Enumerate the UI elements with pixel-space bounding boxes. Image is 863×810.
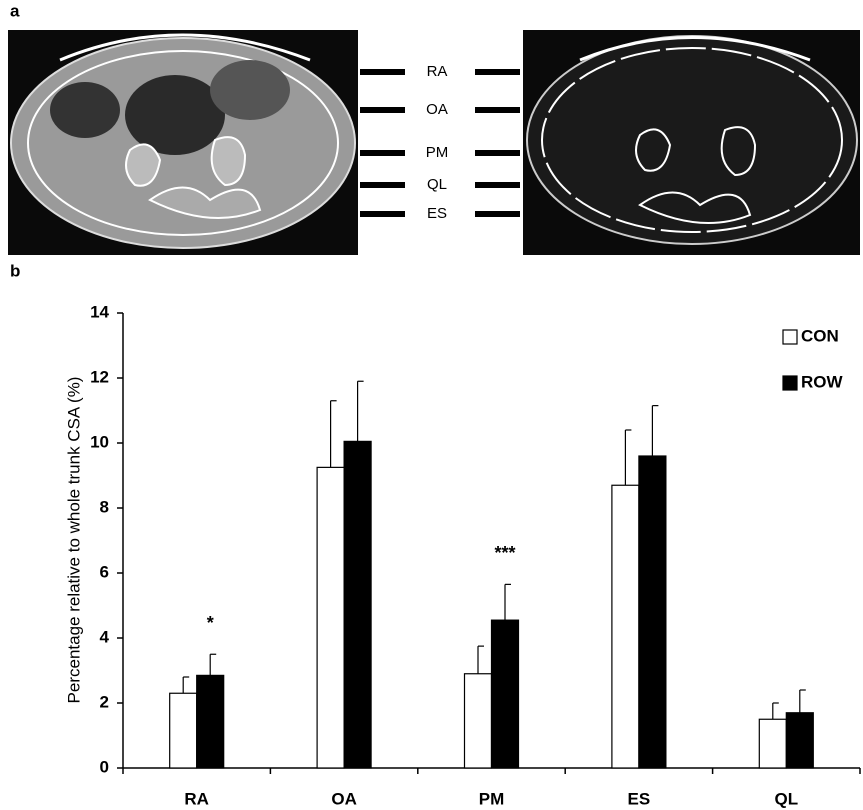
- y-tick-label: 12: [90, 367, 109, 386]
- muscle-label: QL: [427, 176, 447, 193]
- bar: [612, 485, 639, 768]
- muscle-label: ES: [427, 205, 447, 222]
- ct-image-right: [523, 30, 860, 255]
- y-tick-label: 0: [100, 757, 109, 776]
- muscle-label: OA: [426, 101, 448, 118]
- bar: [639, 456, 666, 768]
- legend-swatch: [783, 330, 797, 344]
- legend-swatch: [783, 376, 797, 390]
- y-tick-label: 6: [100, 562, 109, 581]
- x-tick-label: ES: [628, 789, 651, 808]
- bar: [465, 674, 492, 768]
- y-tick-label: 4: [100, 627, 110, 646]
- y-tick-label: 2: [100, 692, 109, 711]
- x-tick-label: QL: [774, 789, 798, 808]
- bar: [197, 675, 224, 768]
- bar: [344, 441, 371, 768]
- y-axis-label: Percentage relative to whole trunk CSA (…: [64, 377, 83, 704]
- y-tick-label: 10: [90, 432, 109, 451]
- significance-marker: *: [207, 613, 214, 633]
- bar: [759, 719, 786, 768]
- bar: [317, 467, 344, 768]
- x-tick-label: PM: [479, 789, 505, 808]
- panel-label: b: [10, 261, 20, 280]
- y-tick-label: 14: [90, 302, 109, 321]
- significance-marker: ***: [494, 543, 515, 563]
- ct-image-left: [8, 30, 358, 255]
- muscle-label: PM: [426, 144, 449, 161]
- legend-label: ROW: [801, 372, 844, 391]
- bar: [170, 693, 197, 768]
- panel-label: a: [10, 1, 20, 20]
- y-tick-label: 8: [100, 497, 109, 516]
- legend-label: CON: [801, 326, 839, 345]
- bar: [786, 713, 813, 768]
- bar: [492, 620, 519, 768]
- muscle-label: RA: [427, 63, 448, 80]
- figure: a RA OA PM QL ES b Percentage relative t…: [0, 0, 863, 810]
- x-tick-label: RA: [184, 789, 209, 808]
- x-tick-label: OA: [331, 789, 357, 808]
